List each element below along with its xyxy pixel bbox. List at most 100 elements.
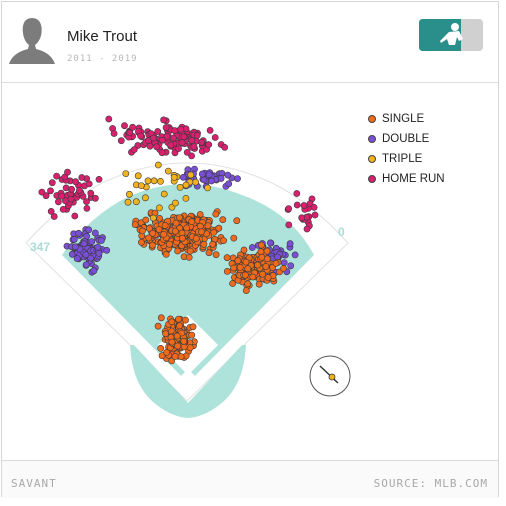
hit-point — [168, 357, 175, 365]
hit-point — [124, 198, 132, 206]
hit-point — [154, 322, 162, 330]
hit-point — [204, 222, 212, 230]
hit-point — [138, 227, 146, 235]
hit-point — [223, 267, 231, 275]
hit-point — [171, 127, 179, 135]
legend-label-double: DOUBLE — [382, 133, 430, 145]
hit-point — [162, 330, 169, 338]
hit-point — [198, 170, 206, 178]
hit-point — [180, 337, 188, 345]
hit-point — [173, 332, 181, 340]
hit-point — [249, 273, 257, 281]
hit-point — [105, 115, 113, 123]
hit-point — [264, 274, 272, 281]
hit-point — [205, 141, 213, 148]
hit-point — [76, 186, 83, 194]
hit-point — [53, 172, 60, 180]
hit-point — [189, 323, 197, 331]
hit-point — [200, 240, 208, 248]
hit-point — [230, 234, 238, 242]
hit-point — [263, 247, 271, 255]
hit-point — [177, 126, 185, 133]
hit-point — [148, 241, 156, 249]
hit-point — [82, 261, 90, 269]
hit-point — [88, 238, 96, 245]
hit-point — [212, 251, 220, 259]
hit-point — [248, 244, 256, 251]
hit-point — [192, 178, 199, 186]
hit-point — [293, 190, 301, 197]
hit-point — [90, 267, 98, 275]
hit-point — [234, 257, 242, 265]
hit-point — [196, 222, 204, 230]
hit-point — [146, 142, 154, 150]
hit-point — [155, 204, 163, 212]
hit-point — [244, 265, 252, 273]
hit-point — [48, 179, 56, 187]
hit-point — [91, 229, 99, 237]
hit-point — [285, 205, 292, 212]
hit-point — [220, 237, 227, 244]
hit-markers — [38, 115, 319, 365]
hit-point — [310, 204, 318, 211]
legend-label-single: SINGLE — [382, 113, 425, 125]
hit-point — [229, 280, 236, 287]
player-header: Mike Trout 2011 - 2019 — [2, 2, 498, 83]
hit-point — [180, 343, 188, 351]
hit-point — [131, 221, 139, 228]
hit-point — [286, 240, 294, 248]
hit-point — [219, 216, 227, 224]
hit-point — [94, 243, 102, 251]
hit-point — [169, 134, 177, 142]
hit-point — [144, 177, 152, 185]
hit-point — [142, 216, 150, 224]
spray-chart — [25, 115, 351, 418]
hit-point — [38, 188, 46, 196]
hit-point — [157, 344, 165, 352]
hit-point — [192, 235, 200, 242]
hit-point — [291, 251, 299, 259]
hit-point — [95, 249, 103, 257]
legend-item-triple: TRIPLE — [368, 150, 445, 170]
hit-point — [153, 143, 161, 151]
hit-point — [185, 253, 193, 261]
hit-point — [170, 174, 178, 181]
legend: SINGLE DOUBLE TRIPLE HOME RUN — [368, 110, 445, 190]
hit-point — [158, 136, 166, 144]
player-years: 2011 - 2019 — [67, 54, 138, 64]
hit-point — [272, 259, 280, 267]
hit-point — [176, 184, 184, 191]
hit-point — [186, 344, 194, 352]
hit-point — [242, 258, 250, 266]
hit-point — [171, 227, 179, 235]
hit-point — [162, 124, 170, 131]
hit-point — [171, 199, 179, 207]
home-run-marker-icon — [368, 175, 376, 183]
hit-point — [193, 132, 201, 139]
hit-point — [71, 212, 79, 220]
hit-point — [137, 132, 144, 140]
hit-point — [126, 129, 134, 137]
legend-item-home-run: HOME RUN — [368, 170, 445, 190]
hit-point — [188, 137, 196, 144]
hit-point — [186, 247, 194, 255]
hit-point — [98, 237, 105, 244]
hit-point — [172, 219, 180, 227]
hit-point — [180, 133, 188, 141]
hit-point — [266, 239, 274, 247]
hit-point — [255, 280, 263, 288]
hit-point — [158, 352, 166, 360]
legend-item-double: DOUBLE — [368, 130, 445, 150]
hit-point — [160, 190, 168, 198]
hit-point — [154, 161, 162, 169]
hit-point — [59, 206, 67, 213]
hit-point — [205, 249, 213, 257]
hit-point — [221, 144, 229, 151]
hit-point — [240, 246, 248, 254]
footer-source: SOURCE: MLB.COM — [373, 477, 488, 490]
hit-point — [210, 228, 218, 236]
hit-point — [145, 225, 153, 232]
hit-point — [200, 176, 208, 184]
hit-point — [82, 251, 90, 259]
hit-point — [47, 187, 54, 195]
